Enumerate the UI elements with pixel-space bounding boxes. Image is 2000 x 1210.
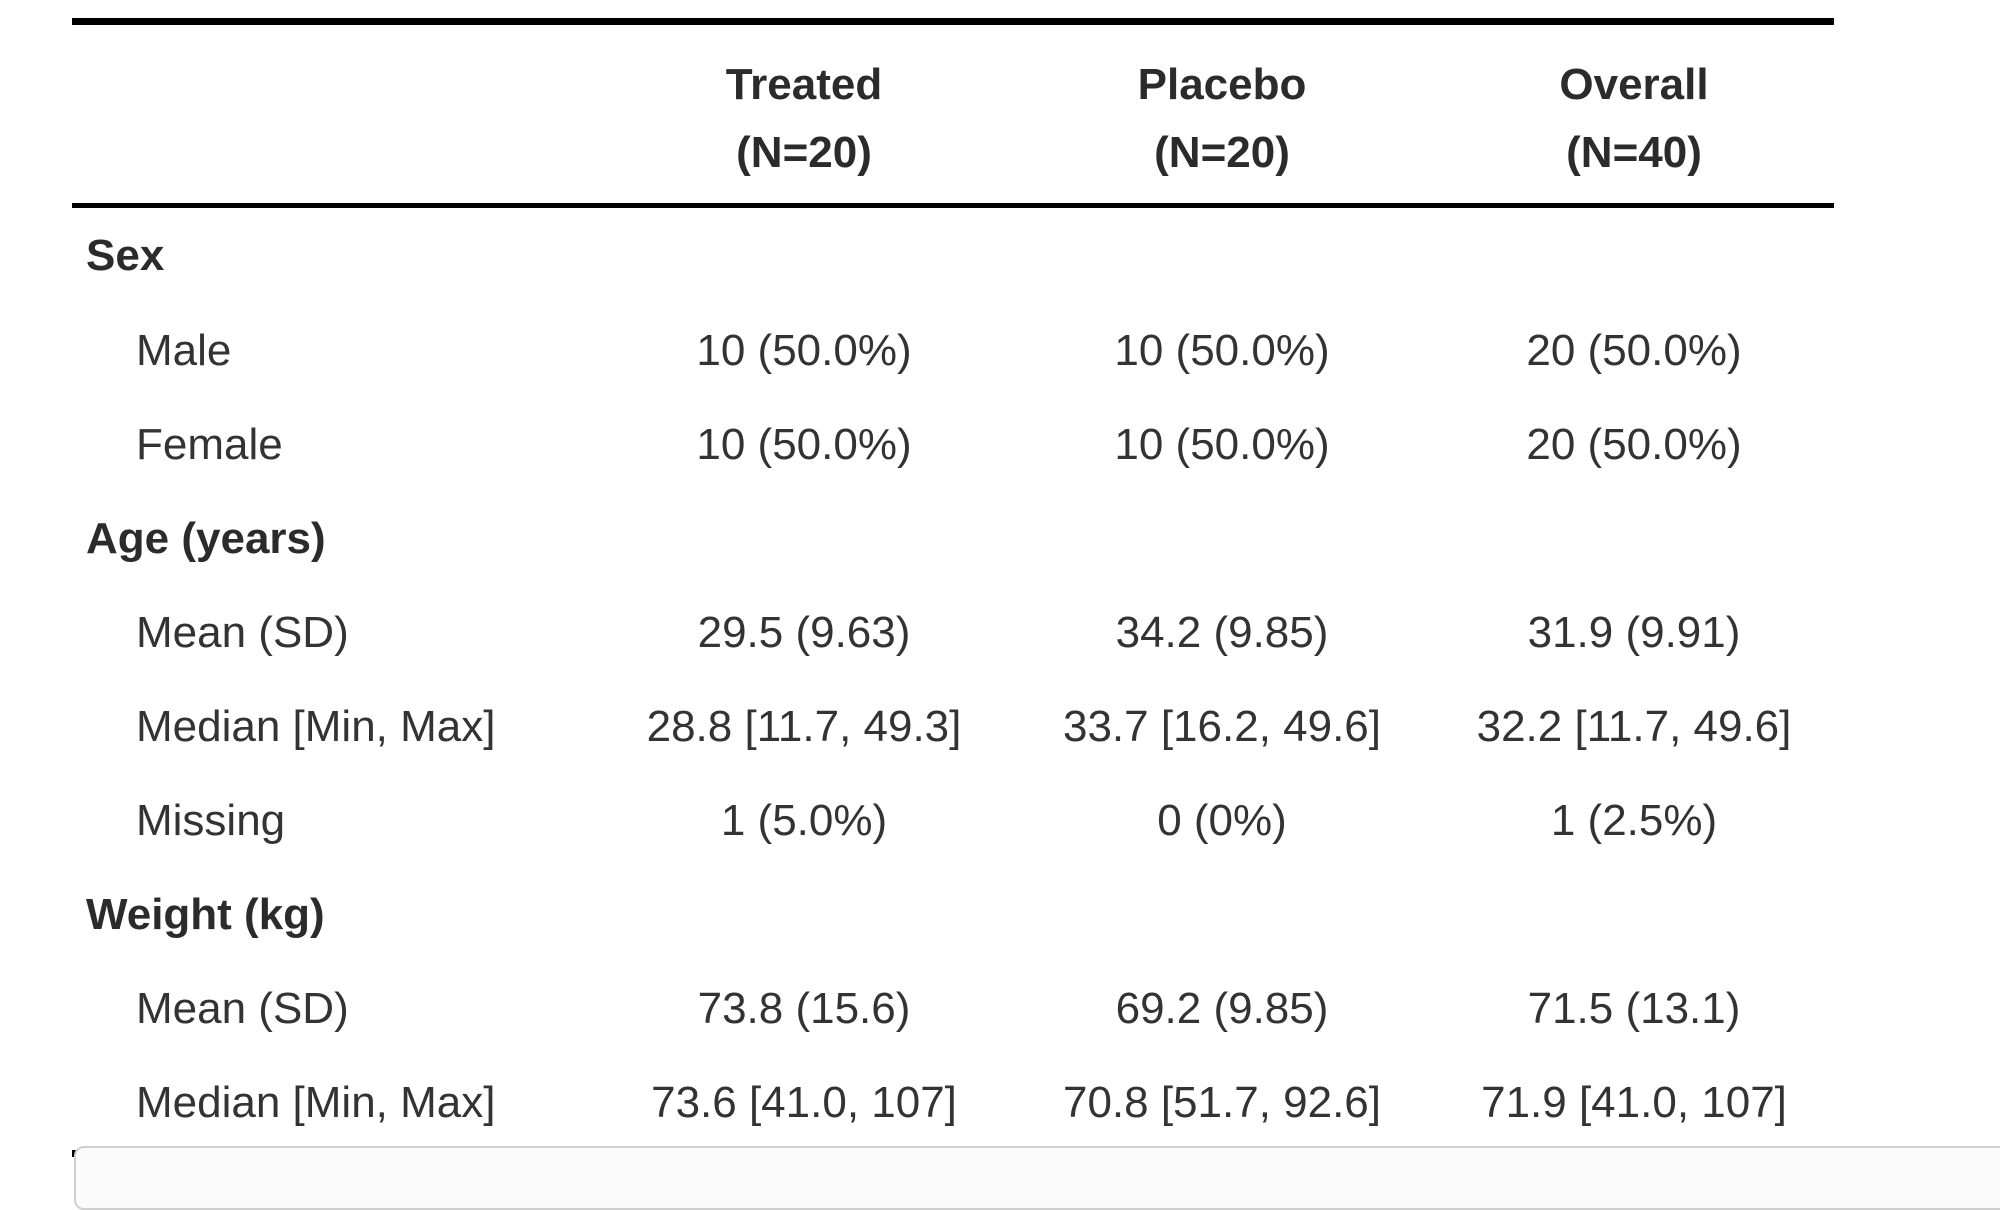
row-label: Median [Min, Max] [136, 1078, 496, 1127]
table-row-group: Sex [72, 206, 1834, 305]
cell-overall: 20 (50.0%) [1526, 420, 1742, 469]
cell-treated [598, 492, 1010, 586]
header-name: Treated [725, 60, 883, 109]
table-row-group: Age (years) [72, 492, 1834, 586]
cell-treated: 1 (5.0%) [720, 796, 888, 845]
cell-placebo [1010, 492, 1434, 586]
table-row: Mean (SD) 73.8 (15.6) 69.2 (9.85) 71.5 (… [72, 962, 1834, 1056]
header-cell-label [72, 21, 598, 208]
cell-treated: 73.6 [41.0, 107] [651, 1078, 957, 1127]
row-label: Weight (kg) [86, 890, 325, 939]
cell-overall: 32.2 [11.7, 49.6] [1476, 702, 1792, 751]
cell-placebo: 33.7 [16.2, 49.6] [1062, 702, 1382, 751]
row-label: Age (years) [86, 514, 326, 563]
summary-table-container: Treated (N=20) Placebo (N=20) Overall (N… [72, 18, 1834, 1157]
cell-treated: 10 (50.0%) [696, 420, 912, 469]
cell-overall: 20 (50.0%) [1526, 326, 1742, 375]
header-cell-placebo: Placebo (N=20) [1010, 21, 1434, 208]
table-body: Sex Male 10 (50.0%) 10 (50.0%) 20 (50.0%… [72, 206, 1834, 1154]
cell-treated [598, 868, 1010, 962]
header-count: (N=20) [1154, 128, 1290, 177]
cell-placebo: 10 (50.0%) [1114, 420, 1330, 469]
cell-placebo: 69.2 (9.85) [1115, 984, 1329, 1033]
cell-overall [1434, 492, 1834, 586]
table-row: Mean (SD) 29.5 (9.63) 34.2 (9.85) 31.9 (… [72, 586, 1834, 680]
row-label: Missing [136, 796, 286, 845]
cell-treated: 28.8 [11.7, 49.3] [646, 702, 962, 751]
header-count: (N=20) [736, 128, 872, 177]
cell-overall: 71.5 (13.1) [1527, 984, 1741, 1033]
header-name: Placebo [1137, 60, 1307, 109]
row-label: Female [136, 420, 283, 469]
table-row: Male 10 (50.0%) 10 (50.0%) 20 (50.0%) [72, 304, 1834, 398]
cell-overall: 31.9 (9.91) [1527, 608, 1741, 657]
header-count: (N=40) [1566, 128, 1702, 177]
cell-overall [1434, 206, 1834, 305]
header-cell-overall: Overall (N=40) [1434, 21, 1834, 208]
cell-placebo: 34.2 (9.85) [1115, 608, 1329, 657]
header-name: Overall [1559, 60, 1709, 109]
row-label: Mean (SD) [136, 984, 349, 1033]
row-label: Sex [86, 231, 165, 280]
summary-table: Treated (N=20) Placebo (N=20) Overall (N… [72, 18, 1834, 1157]
table-row: Median [Min, Max] 28.8 [11.7, 49.3] 33.7… [72, 680, 1834, 774]
cell-overall: 1 (2.5%) [1550, 796, 1718, 845]
table-row: Median [Min, Max] 73.6 [41.0, 107] 70.8 … [72, 1056, 1834, 1154]
row-label: Mean (SD) [136, 608, 349, 657]
table-header-row: Treated (N=20) Placebo (N=20) Overall (N… [72, 21, 1834, 208]
cell-treated: 29.5 (9.63) [697, 608, 911, 657]
row-label: Median [Min, Max] [136, 702, 496, 751]
cell-treated: 73.8 (15.6) [697, 984, 911, 1033]
cell-treated [598, 206, 1010, 305]
table-row: Female 10 (50.0%) 10 (50.0%) 20 (50.0%) [72, 398, 1834, 492]
next-content-panel-edge [74, 1146, 2000, 1210]
cell-placebo [1010, 868, 1434, 962]
cell-overall: 71.9 [41.0, 107] [1481, 1078, 1787, 1127]
table-row: Missing 1 (5.0%) 0 (0%) 1 (2.5%) [72, 774, 1834, 868]
row-label: Male [136, 326, 232, 375]
cell-overall [1434, 868, 1834, 962]
cell-placebo: 10 (50.0%) [1114, 326, 1330, 375]
cell-placebo [1010, 206, 1434, 305]
cell-placebo: 0 (0%) [1157, 796, 1287, 845]
cell-treated: 10 (50.0%) [696, 326, 912, 375]
table-row-group: Weight (kg) [72, 868, 1834, 962]
header-cell-treated: Treated (N=20) [598, 21, 1010, 208]
cell-placebo: 70.8 [51.7, 92.6] [1062, 1078, 1382, 1127]
